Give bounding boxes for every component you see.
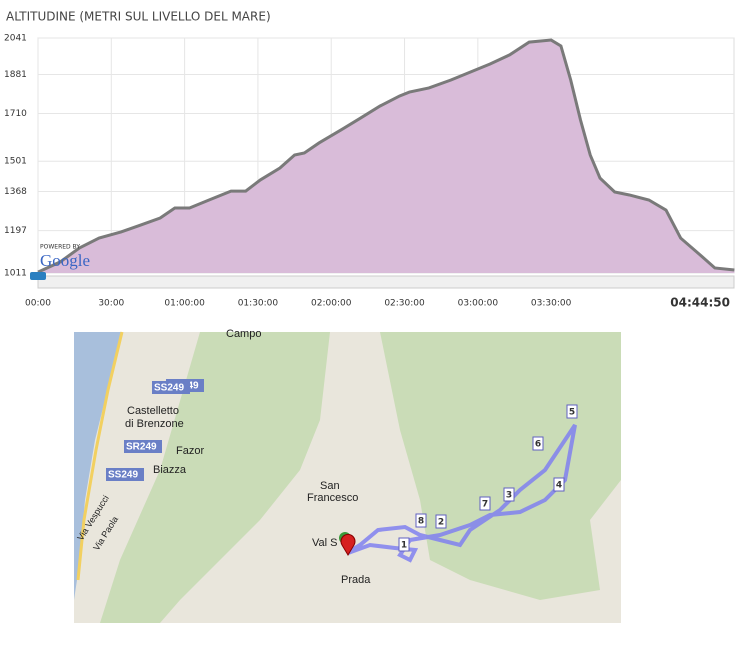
time-slider[interactable]: [37, 275, 735, 289]
place-label: Biazza: [153, 464, 187, 476]
map[interactable]: Campo Castelletto di Brenzone Fazor Biaz…: [74, 328, 621, 623]
x-tick-label: 30:00: [98, 299, 124, 309]
y-tick-label: 1197: [4, 226, 27, 236]
place-label: di Brenzone: [125, 418, 184, 430]
waypoint-label: 7: [482, 500, 488, 510]
place-label: Prada: [341, 574, 371, 586]
road-label: SS249: [108, 470, 138, 481]
waypoint-marker: [415, 513, 427, 528]
y-tick-label: 1501: [4, 157, 27, 167]
waypoint-marker: [435, 514, 447, 529]
x-tick-label: 01:30:00: [238, 299, 279, 309]
waypoint-marker: [503, 487, 515, 502]
waypoint-label: 3: [506, 491, 512, 501]
lake: [74, 332, 122, 600]
y-tick-label: 2041: [4, 34, 27, 44]
forest: [100, 332, 330, 623]
place-label: San: [320, 480, 340, 492]
y-tick-label: 1710: [4, 109, 27, 119]
slider-handle[interactable]: [30, 272, 46, 280]
x-tick-label: 02:00:00: [311, 299, 352, 309]
end-pin[interactable]: [340, 533, 356, 556]
y-tick-label: 1011: [4, 269, 27, 279]
waypoint-marker: [553, 477, 565, 492]
road-shield: SS249: [152, 381, 190, 394]
x-tick-label: 04:44:50: [670, 296, 730, 310]
y-tick-label: 1881: [4, 70, 27, 80]
waypoint-marker: [479, 496, 491, 511]
area-fill: [38, 40, 735, 273]
place-label: Campo: [226, 328, 261, 340]
y-tick-label: 1368: [4, 187, 27, 197]
x-tick-label: 01:00:00: [164, 299, 205, 309]
road: [76, 331, 124, 581]
waypoint-marker: [566, 404, 578, 419]
place-label: Val S: [312, 537, 337, 549]
road-label: SR249: [126, 442, 157, 453]
road-label: SS249: [154, 383, 184, 394]
waypoint-marker: [532, 436, 544, 451]
x-tick-label: 03:00:00: [458, 299, 499, 309]
waypoint-label: 6: [535, 440, 541, 450]
road-shield: SR249: [124, 440, 162, 453]
google-logo: Google: [40, 251, 90, 270]
place-label: Francesco: [307, 492, 358, 504]
waypoint-label: 5: [569, 408, 575, 418]
place-label: Fazor: [176, 445, 204, 457]
place-label: Castelletto: [127, 405, 179, 417]
waypoint-marker: [398, 537, 410, 552]
elevation-line: [37, 38, 735, 274]
waypoint-label: 1: [401, 541, 407, 551]
x-tick-label: 03:30:00: [531, 299, 572, 309]
powered-by: POWERED BY: [40, 244, 80, 251]
road-shield: SS249: [106, 468, 144, 481]
waypoint-label: 8: [418, 517, 424, 527]
x-tick-label: 00:00: [25, 299, 51, 309]
x-tick-label: 02:30:00: [384, 299, 425, 309]
route: [345, 423, 577, 563]
waypoint-label: 4: [556, 481, 562, 491]
chart: 1011 1197 1368 1501 1710 1881 2041 00:00 30:00 01…: [4, 34, 735, 310]
chart-title: ALTITUDINE (METRI SUL LIVELLO DEL MARE): [6, 10, 271, 24]
waypoint-label: 2: [438, 518, 444, 528]
